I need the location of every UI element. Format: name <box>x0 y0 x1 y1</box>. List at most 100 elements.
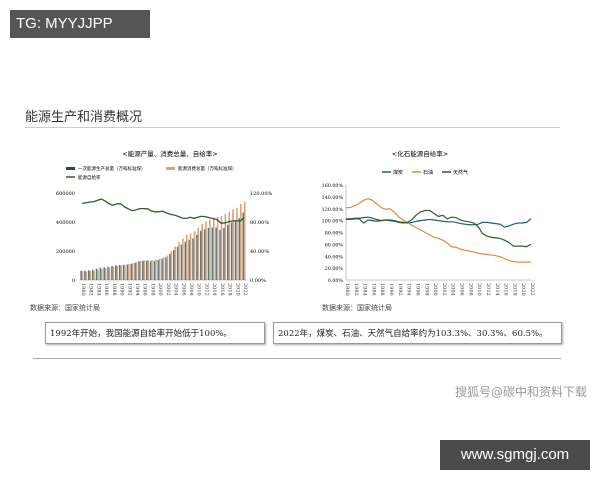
bar-consumption <box>189 233 192 280</box>
bar-production <box>215 227 217 280</box>
x-tick-label: 1992 <box>397 283 403 296</box>
bar-consumption <box>101 268 103 280</box>
x-tick-label: 1992 <box>126 283 132 296</box>
x-tick-label: 1982 <box>353 283 359 296</box>
y-tick-label: 100.00% <box>322 219 344 225</box>
y-tick-label: 60.00% <box>325 242 344 248</box>
divider <box>25 127 560 128</box>
y2-tick-label: 80.00% <box>250 220 269 226</box>
y-tick-label: 120.00% <box>322 207 344 213</box>
legend-label: 能源消费总量（万吨标准煤） <box>178 165 237 172</box>
bar-production <box>91 269 94 280</box>
bar-consumption <box>216 217 219 280</box>
y-tick-label: 80.00% <box>325 231 344 237</box>
bar-production <box>211 227 214 280</box>
bar-consumption <box>201 223 203 280</box>
bar-consumption <box>236 207 238 280</box>
bar-consumption <box>209 219 211 280</box>
bar-production <box>203 229 206 280</box>
legend-swatch <box>66 167 75 170</box>
bar-production <box>122 264 125 280</box>
right-note: 2022年，煤炭、石油、天然气自给率约为103.3%、30.3%、60.5%。 <box>273 322 562 344</box>
legend-label: 煤炭 <box>393 169 403 176</box>
bar-consumption <box>124 264 126 280</box>
bar-consumption <box>166 255 169 280</box>
chart-title: <化石能源自给率> <box>392 149 448 158</box>
bar-production <box>169 254 171 280</box>
x-tick-label: 2006 <box>180 283 186 296</box>
x-tick-label: 2008 <box>188 283 194 296</box>
bar-consumption <box>240 204 242 280</box>
bar-production <box>134 262 136 280</box>
y2-tick-label: 40.00% <box>250 249 269 255</box>
bar-consumption <box>93 270 95 280</box>
bar-consumption <box>178 242 180 280</box>
y-tick-label: 40.00% <box>325 254 344 260</box>
x-tick-label: 1990 <box>388 283 394 296</box>
bar-consumption <box>205 221 207 280</box>
bar-production <box>103 267 106 280</box>
bar-production <box>223 227 225 280</box>
bar-production <box>176 246 179 280</box>
x-tick-label: 2000 <box>157 283 163 296</box>
x-tick-label: 2000 <box>432 283 438 296</box>
bar-consumption <box>185 234 188 280</box>
x-tick-label: 1996 <box>414 283 420 296</box>
x-tick-label: 2006 <box>459 283 465 296</box>
bar-consumption <box>174 246 176 280</box>
y-tick-label: 0 <box>72 278 75 284</box>
bar-production <box>230 222 233 280</box>
x-tick-label: 2004 <box>450 283 456 296</box>
bar-production <box>238 218 241 280</box>
left-source: 数据来源：国家统计局 <box>30 304 100 312</box>
bar-production <box>84 270 86 280</box>
bar-consumption <box>139 260 142 280</box>
bar-consumption <box>182 238 184 280</box>
bar-production <box>130 263 133 280</box>
bar-production <box>161 258 163 280</box>
bar-production <box>219 229 221 280</box>
y-tick-label: 600000 <box>56 191 75 197</box>
bar-consumption <box>147 260 149 280</box>
x-tick-label: 1988 <box>379 283 385 296</box>
bar-production <box>145 260 148 280</box>
bar-production <box>184 241 187 280</box>
bar-production <box>118 264 121 280</box>
x-tick-label: 2018 <box>511 283 517 296</box>
bar-consumption <box>81 271 84 280</box>
y-tick-label: 140.00% <box>322 195 344 201</box>
x-tick-label: 2016 <box>219 283 225 296</box>
y-tick-label: 160.00% <box>322 183 344 189</box>
bar-production <box>95 268 98 280</box>
y-tick-label: 20.00% <box>325 266 344 272</box>
x-tick-label: 1998 <box>423 283 429 296</box>
x-tick-label: 1990 <box>119 283 125 296</box>
bar-production <box>107 266 109 280</box>
x-tick-label: 1984 <box>95 283 101 296</box>
bar-consumption <box>112 266 115 280</box>
y-tick-label: 400000 <box>56 220 75 226</box>
x-tick-label: 1988 <box>111 283 117 296</box>
x-tick-label: 2012 <box>485 283 491 296</box>
bar-production <box>115 265 117 280</box>
line-self-sufficiency <box>81 198 245 224</box>
x-tick-label: 1994 <box>406 283 412 296</box>
bar-production <box>111 266 113 280</box>
line-coal <box>346 216 532 228</box>
x-tick-label: 2010 <box>476 283 482 296</box>
x-tick-label: 2020 <box>520 283 526 296</box>
bar-consumption <box>162 257 165 280</box>
x-tick-label: 2022 <box>529 283 535 296</box>
bar-production <box>188 239 190 280</box>
x-tick-label: 2016 <box>503 283 509 296</box>
x-tick-label: 2010 <box>196 283 202 296</box>
bar-consumption <box>197 227 200 280</box>
bar-production <box>126 264 129 280</box>
y2-tick-label: 120.00% <box>250 191 272 197</box>
right-source: 数据来源：国家统计局 <box>322 304 392 312</box>
bar-production <box>226 225 229 280</box>
x-tick-label: 1994 <box>134 283 140 296</box>
bar-production <box>234 220 237 280</box>
bar-consumption <box>212 217 215 280</box>
